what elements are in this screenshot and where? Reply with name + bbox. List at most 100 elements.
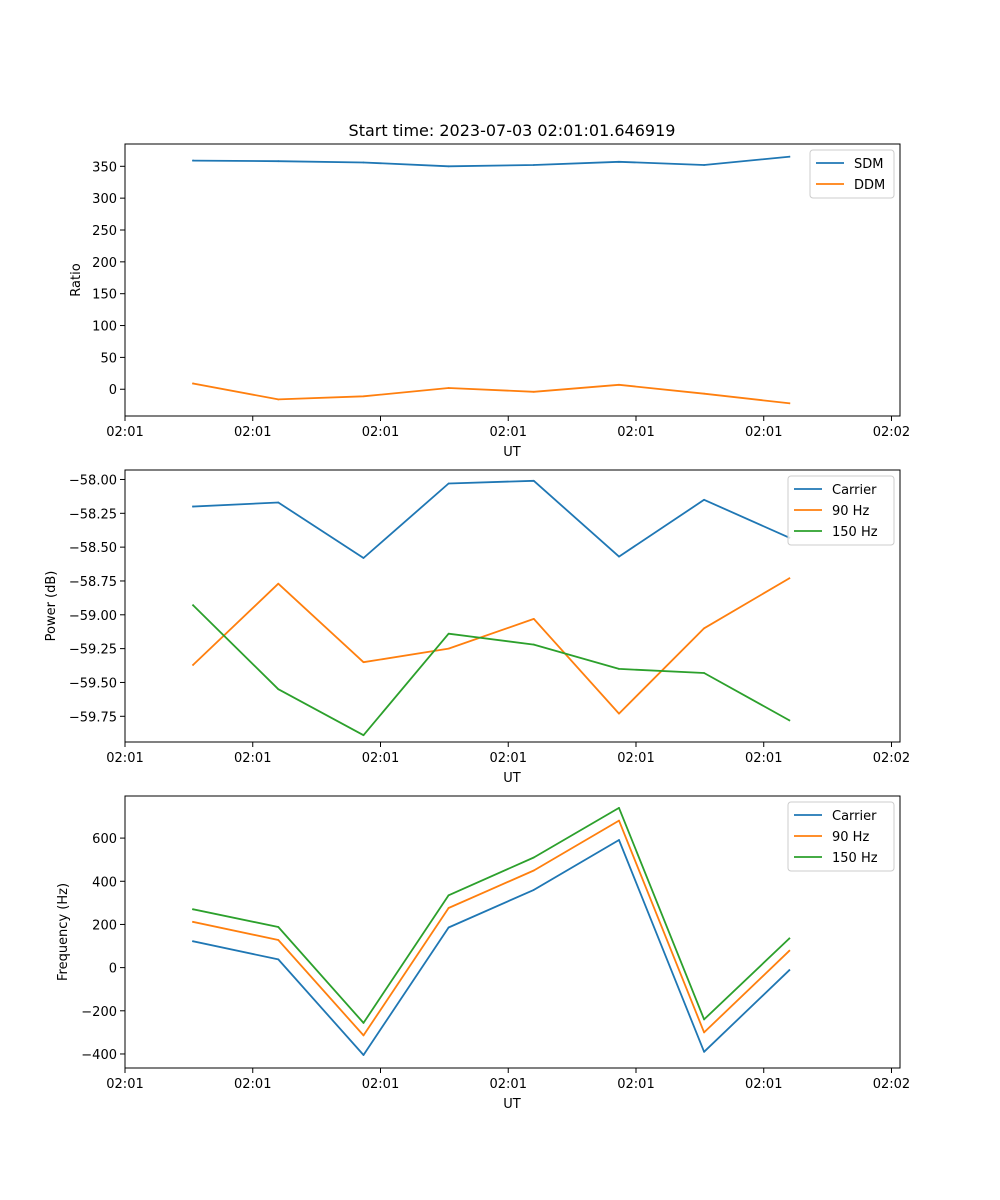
x-tick-label: 02:02 [873,1077,910,1092]
frequency-subplot: 02:01 02:01 02:01 02:01 02:01 02:01 02:02 −400 −… [56,795,910,1112]
data-point-90-hz [532,617,535,620]
series-line-ddm [192,382,791,405]
data-point-carrier [618,839,620,841]
frequency-axes-frame [124,795,901,1069]
data-point-90-hz [618,712,620,715]
data-point-ddm [447,387,450,389]
data-point-90-hz [362,661,365,664]
y-tick-label: 0 [109,383,117,398]
x-tick-label: 02:01 [745,1077,782,1092]
data-point-150-hz [277,926,280,928]
data-point-carrier [618,555,620,558]
data-point-150-hz [277,688,280,691]
data-point-90-hz [192,663,195,666]
series-line-90-hz [192,819,791,1037]
y-tick-label: −59.75 [69,710,117,725]
y-tick-label: 300 [92,192,117,207]
power-axes-frame [124,469,901,743]
legend-label: DDM [854,178,885,193]
x-tick-label: 02:01 [745,425,782,440]
frequency-plot-area: 02:01 02:01 02:01 02:01 02:01 02:01 02:02 −400 −… [81,801,910,1092]
series-line-90-hz [191,577,791,715]
legend-label: Carrier [832,483,877,498]
legend-label: SDM [854,157,883,172]
x-tick-label: 02:01 [745,751,782,766]
data-point-150-hz [447,632,450,635]
data-point-ddm [703,392,706,395]
y-tick-label: −58.00 [69,473,117,488]
data-point-150-hz [362,734,365,737]
series-line-150-hz [192,807,791,1024]
data-point-90-hz [703,627,706,630]
data-point-150-hz [788,937,791,940]
y-tick-label: −59.25 [69,643,117,658]
data-point-90-hz [362,1034,365,1037]
x-tick-label: 02:02 [873,425,910,440]
x-tick-label: 02:01 [106,425,143,440]
legend-box [787,475,895,546]
y-tick-label: −400 [81,1048,117,1063]
y-tick-label: 350 [92,160,117,175]
data-point-150-hz [703,672,706,674]
chart-title: Start time: 2023-07-03 02:01:01.646919 [349,121,676,140]
data-point-150-hz [618,668,620,670]
data-point-carrier [192,505,195,508]
x-tick-label: 02:01 [617,1077,654,1092]
data-point-carrier [447,482,450,485]
y-tick-label: 0 [109,962,117,977]
series-line-carrier [192,479,791,559]
data-point-90-hz [703,1031,706,1034]
data-point-150-hz [532,643,535,646]
x-tick-label: 02:01 [106,1077,143,1092]
ratio-axes-frame [124,143,901,417]
y-tick-label: 200 [92,256,117,271]
ratio-x-axis-label: UT [503,445,521,460]
x-tick-label: 02:01 [362,1077,399,1092]
data-point-carrier [703,1050,706,1053]
power-y-axis-label: Power (dB) [44,571,59,642]
x-tick-label: 02:02 [873,751,910,766]
data-point-90-hz [277,582,280,585]
data-point-carrier [703,498,706,501]
power-subplot: 02:01 02:01 02:01 02:01 02:01 02:01 02:02 −59.7… [44,469,910,786]
data-point-ddm [788,402,791,405]
data-point-carrier [192,940,195,943]
y-tick-label: 100 [92,320,117,335]
data-point-sdm [277,160,280,163]
x-tick-label: 02:01 [362,425,399,440]
x-tick-label: 02:01 [234,425,271,440]
data-point-ddm [277,398,280,401]
data-point-150-hz [192,604,195,607]
data-point-carrier [277,958,280,961]
legend-label: 90 Hz [832,830,869,845]
data-point-150-hz [447,894,450,897]
legend-box [809,149,895,199]
y-tick-label: 600 [92,832,117,847]
ratio-plot-area: 02:01 02:01 02:01 02:01 02:01 02:01 02:02 0 50 10… [92,149,910,440]
series-line-150-hz [191,604,791,737]
x-tick-label: 02:01 [617,751,654,766]
data-point-sdm [703,164,706,166]
data-point-90-hz [532,869,535,872]
legend: Carrier 90 Hz 150 Hz [787,801,895,872]
legend-label: 90 Hz [832,504,869,519]
data-point-150-hz [703,1018,706,1021]
legend-label: 150 Hz [832,851,878,866]
data-point-150-hz [362,1021,365,1024]
y-tick-label: 400 [92,875,117,890]
x-tick-label: 02:01 [490,425,527,440]
data-point-carrier [532,479,535,482]
data-point-carrier [532,889,535,891]
ratio-y-axis-label: Ratio [69,263,84,296]
x-tick-label: 02:01 [234,751,271,766]
legend: SDM DDM [809,149,895,199]
data-point-150-hz [618,806,620,809]
ratio-subplot: Start time: 2023-07-03 02:01:01.646919 0… [69,121,910,460]
data-point-ddm [192,382,195,385]
frequency-y-axis-label: Frequency (Hz) [56,883,71,981]
data-point-90-hz [277,939,280,941]
frequency-x-axis-label: UT [503,1097,521,1112]
y-tick-label: 50 [100,351,117,366]
x-tick-label: 02:01 [234,1077,271,1092]
